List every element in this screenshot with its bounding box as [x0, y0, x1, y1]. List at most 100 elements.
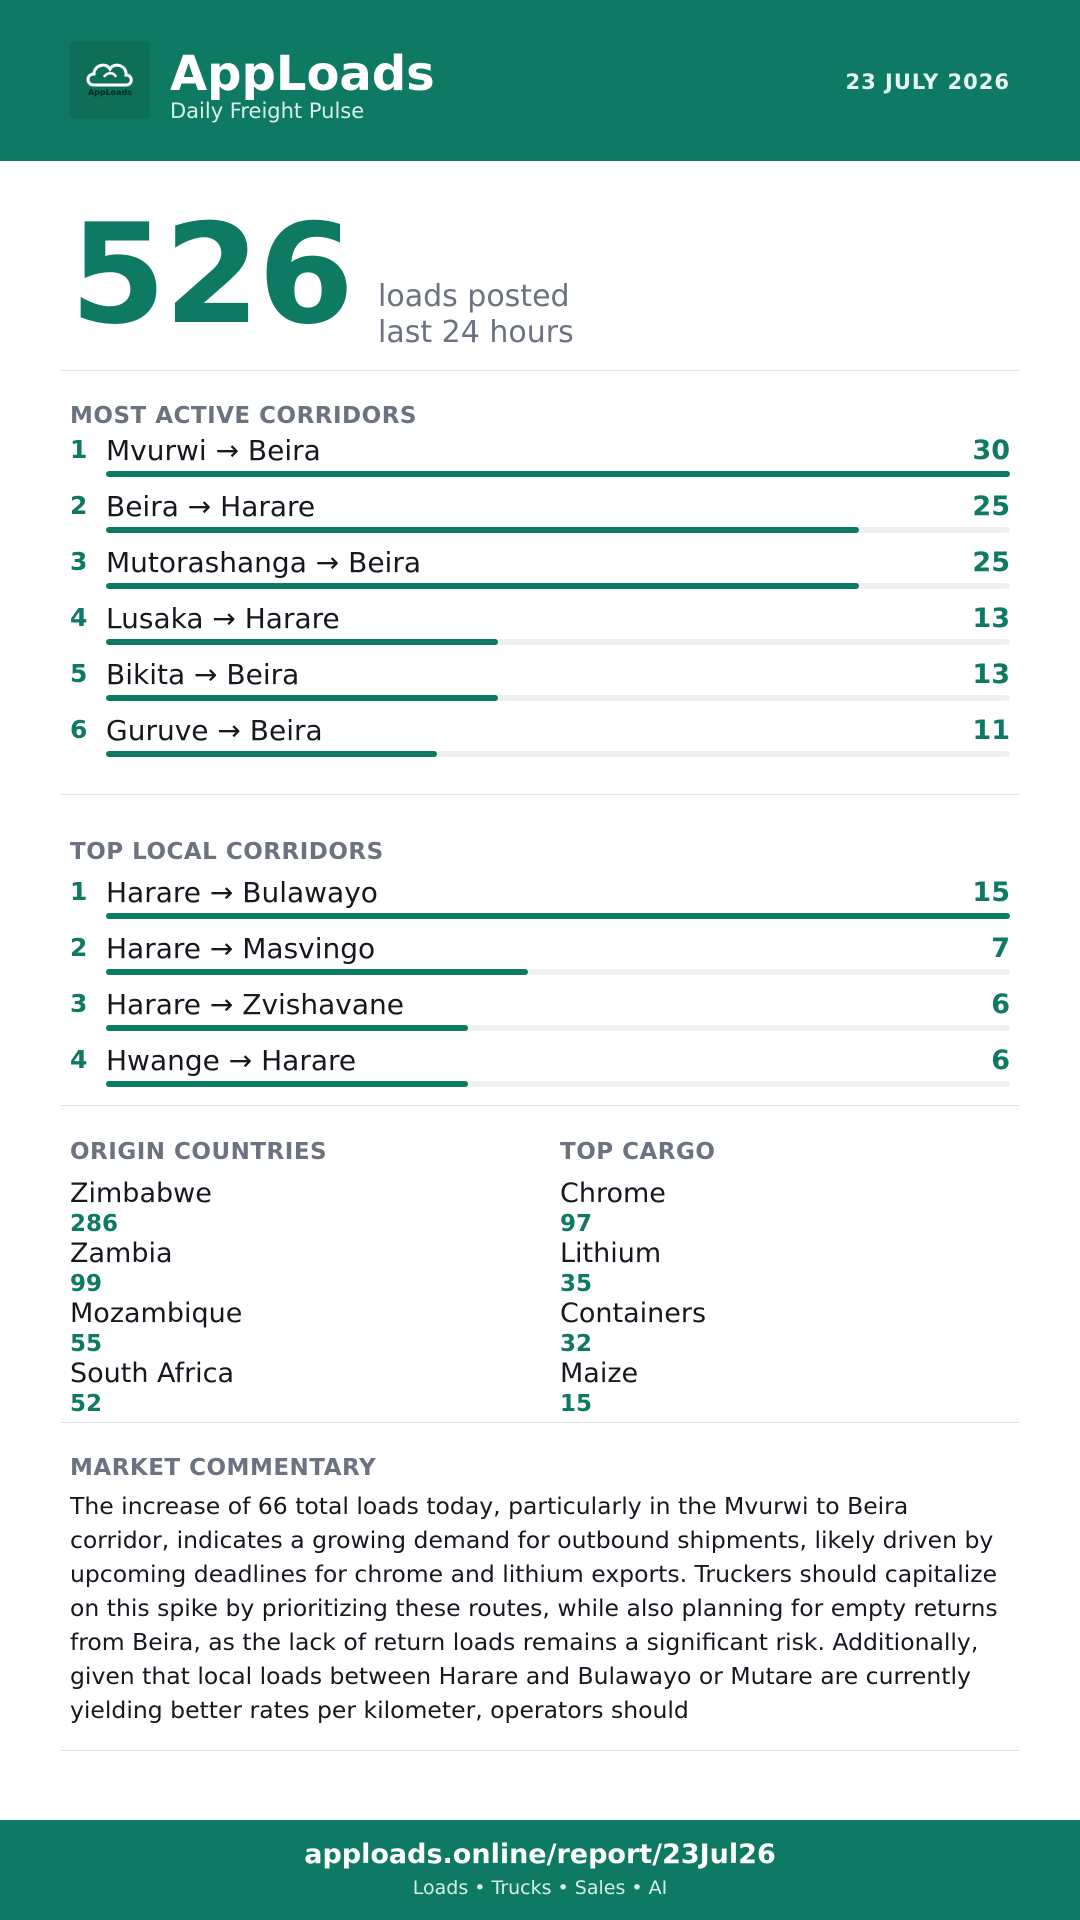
cargo-name: Lithium [560, 1238, 662, 1269]
country-count: 52 [70, 1391, 103, 1417]
corridor-bar-fill [106, 751, 438, 757]
corridor-bar-track [106, 751, 1010, 757]
corridor-bar-fill [106, 639, 498, 645]
local-corridor-row: 4 Hwange → Harare 6 [70, 1044, 1010, 1100]
corridor-count: 30 [972, 435, 1010, 466]
rank-number: 6 [70, 715, 88, 744]
country-count: 286 [70, 1211, 119, 1237]
divider [60, 370, 1020, 371]
cargo-name: Maize [560, 1358, 639, 1389]
active-corridor-row: 2 Beira → Harare 25 [70, 490, 1010, 546]
corridor-bar-track [106, 913, 1010, 919]
corridor-bar-track [106, 471, 1010, 477]
corridor-bar-fill [106, 913, 1010, 919]
total-loads-caption-1: loads posted [378, 279, 570, 314]
corridor-label: Lusaka → Harare [106, 602, 340, 635]
corridor-bar-fill [106, 695, 498, 701]
corridor-count: 11 [972, 715, 1010, 746]
divider [60, 1105, 1020, 1106]
corridor-bar-track [106, 583, 1010, 589]
country-count: 99 [70, 1271, 103, 1297]
country-name: Zimbabwe [70, 1178, 212, 1209]
corridor-bar-track [106, 1081, 1010, 1087]
cargo-count: 15 [560, 1391, 593, 1417]
rank-number: 3 [70, 989, 88, 1018]
corridor-label: Harare → Masvingo [106, 932, 376, 965]
logo-wordmark: AppLoads [87, 88, 133, 97]
rank-number: 5 [70, 659, 88, 688]
commentary-text: The increase of 66 total loads today, pa… [70, 1492, 998, 1724]
corridor-label: Harare → Zvishavane [106, 988, 404, 1021]
rank-number: 1 [70, 435, 88, 464]
corridor-label: Mvurwi → Beira [106, 434, 321, 467]
cargo-count: 32 [560, 1331, 593, 1357]
origin-countries-title: ORIGIN COUNTRIES [70, 1139, 328, 1165]
country-name: South Africa [70, 1358, 235, 1389]
local-corridor-row: 3 Harare → Zvishavane 6 [70, 988, 1010, 1044]
corridor-count: 25 [972, 491, 1010, 522]
rank-number: 3 [70, 547, 88, 576]
rank-number: 2 [70, 491, 88, 520]
corridor-count: 7 [991, 933, 1010, 964]
corridor-label: Bikita → Beira [106, 658, 300, 691]
corridor-count: 6 [991, 989, 1010, 1020]
top-cargo-title: TOP CARGO [560, 1139, 716, 1165]
country-name: Mozambique [70, 1298, 243, 1329]
corridor-bar-track [106, 639, 1010, 645]
corridor-bar-track [106, 969, 1010, 975]
local-corridor-row: 2 Harare → Masvingo 7 [70, 932, 1010, 988]
commentary-title: MARKET COMMENTARY [70, 1455, 377, 1481]
header-banner: AppLoads AppLoads Daily Freight Pulse 23… [0, 0, 1080, 161]
corridor-bar-track [106, 1025, 1010, 1031]
cargo-name: Containers [560, 1298, 707, 1329]
corridor-label: Beira → Harare [106, 490, 316, 523]
corridor-bar-track [106, 527, 1010, 533]
active-corridor-row: 3 Mutorashanga → Beira 25 [70, 546, 1010, 602]
app-tagline: Daily Freight Pulse [170, 99, 365, 123]
cargo-name: Chrome [560, 1178, 666, 1209]
rank-number: 4 [70, 603, 88, 632]
corridor-count: 15 [972, 877, 1010, 908]
active-corridor-row: 5 Bikita → Beira 13 [70, 658, 1010, 714]
footer-tagline: Loads • Trucks • Sales • AI [412, 1877, 668, 1899]
corridor-bar-fill [106, 1025, 468, 1031]
corridor-bar-fill [106, 1081, 468, 1087]
corridor-label: Mutorashanga → Beira [106, 546, 421, 579]
corridor-count: 13 [972, 603, 1010, 634]
app-name: AppLoads [170, 46, 435, 102]
corridor-label: Hwange → Harare [106, 1044, 357, 1077]
active-corridor-row: 6 Guruve → Beira 11 [70, 714, 1010, 770]
corridor-count: 13 [972, 659, 1010, 690]
active-corridor-row: 4 Lusaka → Harare 13 [70, 602, 1010, 658]
rank-number: 2 [70, 933, 88, 962]
corridor-count: 25 [972, 547, 1010, 578]
corridor-bar-fill [106, 471, 1010, 477]
corridor-label: Guruve → Beira [106, 714, 323, 747]
cargo-count: 35 [560, 1271, 593, 1297]
footer-banner: apploads.online/report/23Jul26 Loads • T… [0, 1820, 1080, 1920]
report-date: 23 JULY 2026 [845, 70, 1010, 94]
corridor-bar-fill [106, 583, 860, 589]
corridor-bar-fill [106, 969, 528, 975]
report-link[interactable]: apploads.online/report/23Jul26 [304, 1839, 776, 1870]
total-loads-value: 526 [70, 194, 354, 355]
cargo-count: 97 [560, 1211, 593, 1237]
divider [60, 1750, 1020, 1751]
active-corridors-title: MOST ACTIVE CORRIDORS [70, 403, 417, 429]
corridor-label: Harare → Bulawayo [106, 876, 378, 909]
total-loads-caption-2: last 24 hours [378, 315, 574, 350]
active-corridor-row: 1 Mvurwi → Beira 30 [70, 434, 1010, 490]
country-count: 55 [70, 1331, 103, 1357]
rank-number: 1 [70, 877, 88, 906]
app-logo: AppLoads [70, 41, 150, 119]
cloud-logo-icon [86, 63, 133, 87]
divider [60, 794, 1020, 795]
top-cargo-section: TOP CARGO Chrome 97 Lithium 35 Container… [560, 1138, 1020, 1418]
rank-number: 4 [70, 1045, 88, 1074]
local-corridor-row: 1 Harare → Bulawayo 15 [70, 876, 1010, 932]
country-name: Zambia [70, 1238, 173, 1269]
origin-countries-section: ORIGIN COUNTRIES Zimbabwe 286 Zambia 99 … [70, 1138, 530, 1418]
corridor-bar-track [106, 695, 1010, 701]
corridor-count: 6 [991, 1045, 1010, 1076]
local-corridors-title: TOP LOCAL CORRIDORS [70, 839, 384, 865]
